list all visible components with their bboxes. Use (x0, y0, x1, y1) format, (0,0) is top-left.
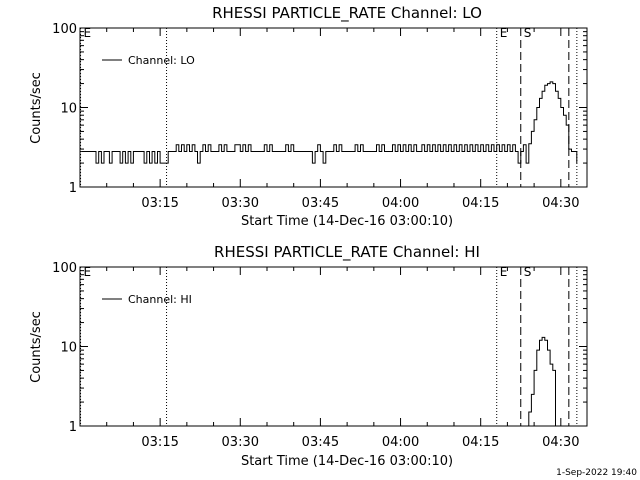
lo-event-marker-label: S (524, 26, 532, 40)
hi-x-tick-label: 04:15 (462, 435, 499, 450)
hi-x-tick-label: 03:15 (141, 435, 178, 450)
hi-event-marker-label: S (524, 265, 532, 279)
generation-timestamp: 1-Sep-2022 19:40 (556, 468, 637, 478)
hi-event-marker-label: E (500, 265, 508, 279)
hi-y-tick-label: 100 (52, 261, 77, 276)
hi-legend-label: Channel: HI (128, 293, 192, 306)
lo-channel-panel: RHESSI PARTICLE_RATE Channel: LO Counts/… (29, 4, 588, 229)
lo-x-tick-label: 03:30 (222, 196, 259, 211)
lo-event-marker-label: E (500, 26, 508, 40)
hi-x-tick-label: 03:45 (302, 435, 339, 450)
hi-y-axis-label: Counts/sec (29, 311, 44, 383)
lo-x-tick-label: 04:00 (382, 196, 419, 211)
lo-series-line (81, 81, 578, 164)
lo-x-tick-label: 04:30 (542, 196, 579, 211)
lo-legend-label: Channel: LO (128, 54, 195, 67)
hi-x-tick-label: 04:00 (382, 435, 419, 450)
hi-series-line (526, 336, 556, 427)
lo-y-tick-label: 10 (60, 102, 77, 117)
hi-y-tick-label: 10 (60, 341, 77, 356)
hi-x-tick-label: 03:30 (222, 435, 259, 450)
lo-plot-area: 1 10 100 03:15 03:30 03:45 04:00 04:15 04:30 E E S C… (52, 22, 588, 211)
lo-y-tick-label: 1 (69, 181, 77, 196)
lo-y-axis-label: Counts/sec (29, 72, 44, 144)
hi-x-axis-label: Start Time (14-Dec-16 03:00:10) (241, 454, 453, 469)
hi-channel-panel: RHESSI PARTICLE_RATE Channel: HI Counts/… (29, 243, 588, 469)
hi-event-marker-label: E (84, 265, 92, 279)
lo-x-tick-label: 03:15 (141, 196, 178, 211)
lo-x-tick-label: 04:15 (462, 196, 499, 211)
lo-x-tick-label: 03:45 (302, 196, 339, 211)
lo-chart-title: RHESSI PARTICLE_RATE Channel: LO (212, 4, 482, 23)
lo-x-axis-label: Start Time (14-Dec-16 03:00:10) (241, 214, 453, 229)
lo-event-marker-label: E (84, 26, 92, 40)
lo-y-tick-label: 100 (52, 22, 77, 37)
hi-y-tick-label: 1 (69, 420, 77, 435)
hi-plot-frame (79, 266, 588, 427)
hi-chart-title: RHESSI PARTICLE_RATE Channel: HI (214, 243, 480, 262)
hi-x-tick-label: 04:30 (542, 435, 579, 450)
hi-plot-area: 1 10 100 03:15 03:30 03:45 04:00 04:15 04:30 E E S C… (52, 261, 588, 450)
